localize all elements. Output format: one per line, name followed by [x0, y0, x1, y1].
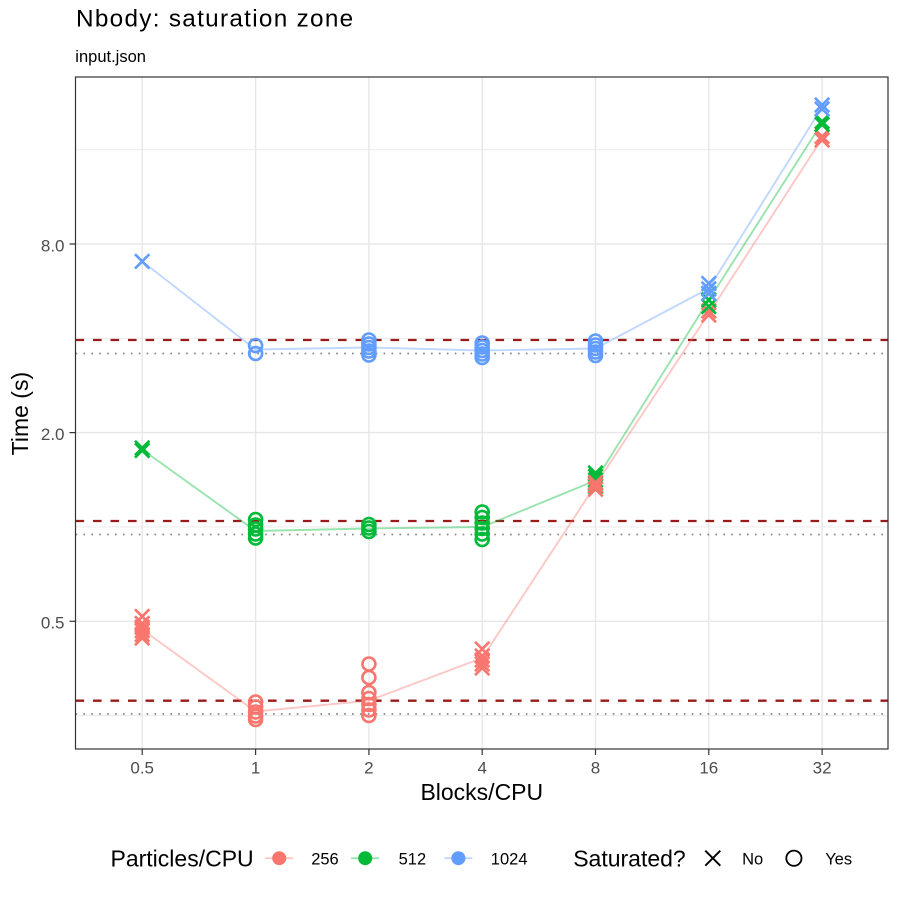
svg-text:256: 256 — [311, 851, 339, 869]
svg-text:1: 1 — [251, 759, 260, 778]
svg-text:2.0: 2.0 — [41, 425, 65, 444]
svg-text:1024: 1024 — [491, 851, 528, 869]
svg-text:2: 2 — [364, 759, 373, 778]
svg-text:512: 512 — [399, 851, 427, 869]
svg-text:Blocks/CPU: Blocks/CPU — [420, 779, 543, 805]
svg-text:8: 8 — [591, 759, 600, 778]
svg-text:32: 32 — [813, 759, 832, 778]
svg-text:Nbody: saturation zone: Nbody: saturation zone — [76, 6, 354, 33]
svg-text:Saturated?: Saturated? — [573, 846, 686, 872]
svg-text:Particles/CPU: Particles/CPU — [111, 846, 254, 872]
svg-text:16: 16 — [699, 759, 718, 778]
svg-text:8.0: 8.0 — [41, 236, 65, 255]
svg-text:Yes: Yes — [825, 851, 852, 869]
svg-text:input.json: input.json — [75, 48, 146, 66]
svg-text:0.5: 0.5 — [41, 614, 65, 633]
svg-text:No: No — [742, 851, 763, 869]
svg-text:Time (s): Time (s) — [7, 372, 33, 455]
svg-text:4: 4 — [477, 759, 486, 778]
svg-text:0.5: 0.5 — [130, 759, 154, 778]
